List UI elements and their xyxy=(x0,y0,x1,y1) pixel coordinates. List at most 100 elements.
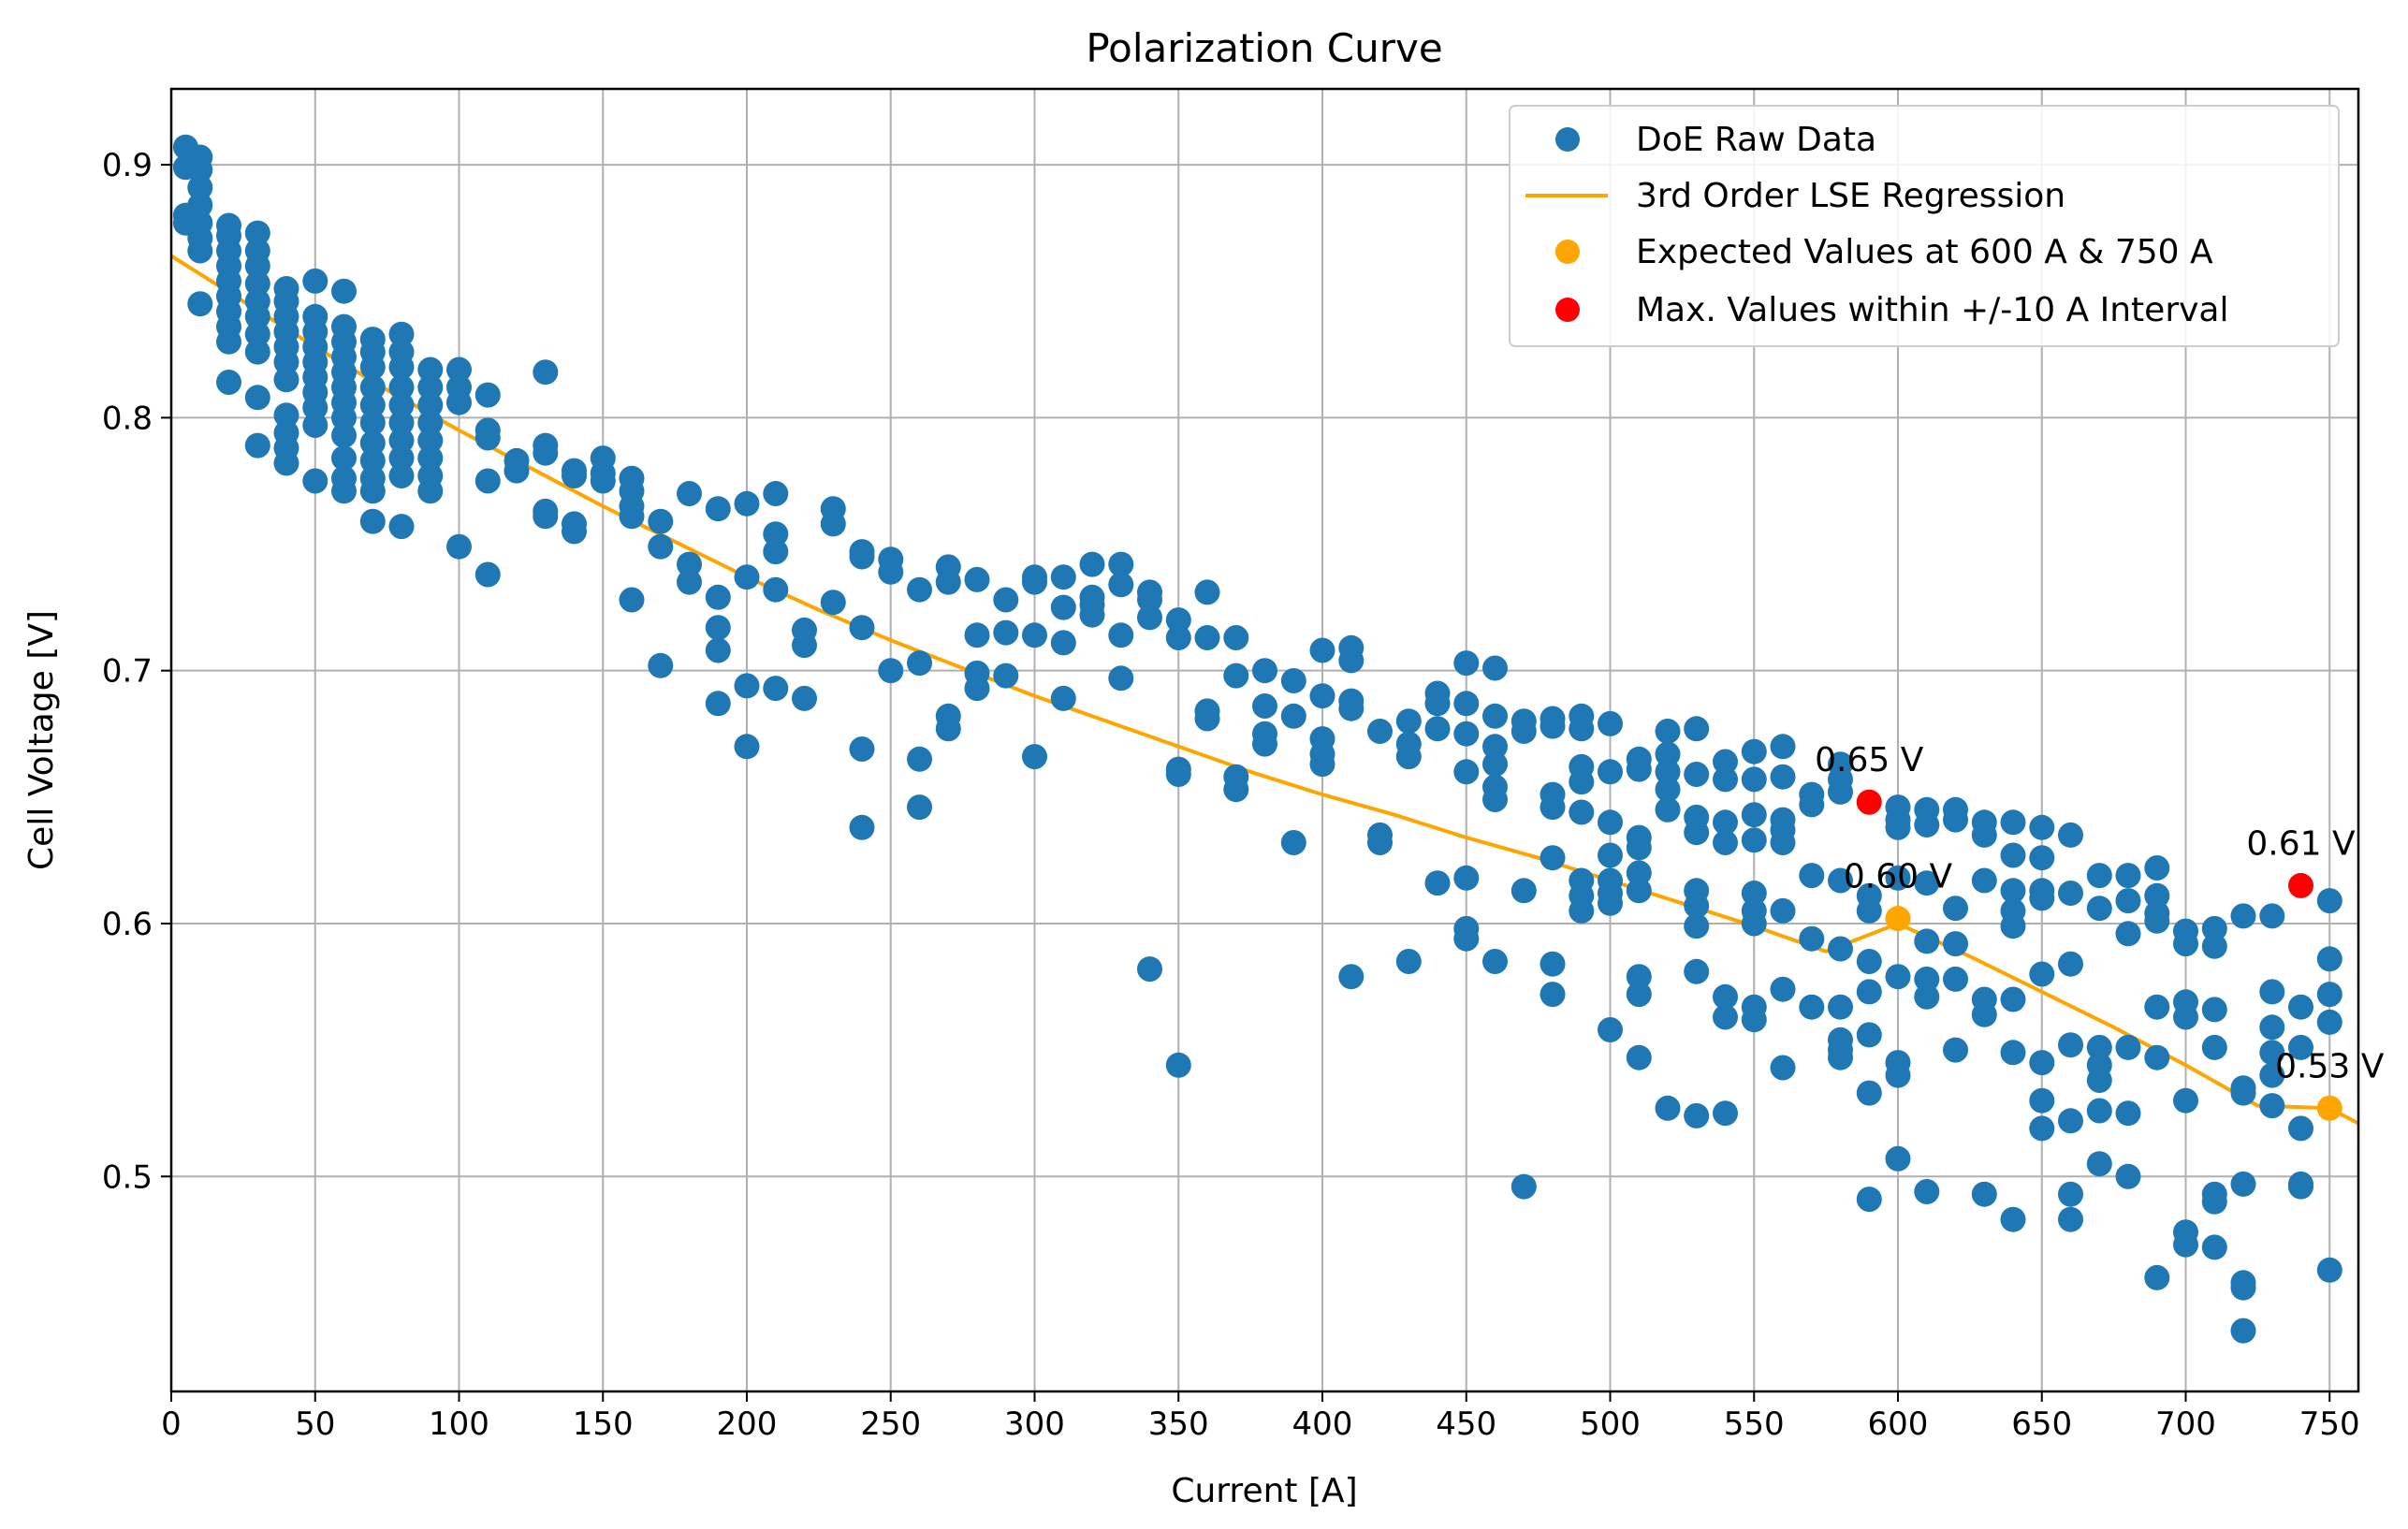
data-point xyxy=(1453,721,1480,747)
data-point xyxy=(1885,814,1911,840)
data-point xyxy=(216,370,241,395)
x-tick-label: 350 xyxy=(1148,1405,1209,1443)
data-point xyxy=(2029,814,2055,840)
data-point xyxy=(1626,860,1652,886)
y-tick-label: 0.5 xyxy=(102,1158,153,1196)
data-point xyxy=(1367,830,1393,855)
x-tick-label: 500 xyxy=(1580,1405,1641,1443)
data-point xyxy=(2201,1234,2227,1260)
data-point xyxy=(1194,706,1220,732)
data-point xyxy=(2000,1040,2026,1066)
data-point xyxy=(1770,1055,1796,1081)
regression-layer xyxy=(169,254,2359,1126)
data-point xyxy=(648,533,674,560)
data-point xyxy=(359,410,386,436)
data-point xyxy=(2000,986,2026,1012)
data-point xyxy=(1770,976,1796,1002)
data-point xyxy=(2144,994,2170,1020)
data-point xyxy=(244,303,270,329)
data-point xyxy=(417,357,444,383)
y-tick-label: 0.7 xyxy=(102,653,153,691)
data-point xyxy=(1482,787,1508,812)
data-point xyxy=(2173,1004,2198,1030)
data-point xyxy=(1569,716,1595,742)
data-point xyxy=(1050,630,1076,656)
data-point xyxy=(1510,1173,1537,1200)
x-axis-ticks: 0 50 100 150 200 250 300 350 400 450 500 550 600 650 7… xyxy=(161,1391,2360,1443)
data-point xyxy=(1856,979,1882,1005)
data-point xyxy=(2230,1171,2256,1197)
data-point xyxy=(2288,1115,2313,1142)
data-point xyxy=(331,478,357,504)
data-point xyxy=(388,463,415,488)
legend-marker-expected xyxy=(1555,240,1580,264)
max-value-point xyxy=(2288,872,2313,898)
data-point xyxy=(1280,703,1306,729)
data-point xyxy=(1050,685,1076,711)
data-point xyxy=(1713,749,1738,775)
data-point xyxy=(705,691,731,717)
data-point xyxy=(2316,888,2342,914)
data-point xyxy=(935,569,961,595)
data-point xyxy=(1828,936,1853,962)
data-point xyxy=(2316,1009,2342,1035)
data-point xyxy=(619,503,645,530)
data-point xyxy=(1626,756,1652,782)
data-point xyxy=(763,481,789,506)
data-point xyxy=(1713,830,1738,855)
data-point xyxy=(1741,1007,1767,1033)
data-point xyxy=(1367,719,1393,744)
data-point xyxy=(302,395,328,421)
data-point xyxy=(2259,1014,2285,1041)
data-point xyxy=(1598,842,1623,868)
data-point xyxy=(2173,1087,2198,1114)
data-point xyxy=(1510,878,1537,904)
data-point xyxy=(331,278,357,304)
y-tick-label: 0.9 xyxy=(102,147,153,184)
data-point xyxy=(792,685,817,711)
data-point xyxy=(2029,885,2055,911)
data-point xyxy=(417,410,444,436)
plot-frame xyxy=(169,87,2360,1393)
data-point xyxy=(1741,827,1767,853)
x-tick-label: 550 xyxy=(1724,1405,1785,1443)
data-point xyxy=(705,584,731,610)
data-point xyxy=(359,430,386,456)
data-point xyxy=(2000,1206,2026,1232)
data-point xyxy=(1424,870,1451,896)
data-point xyxy=(1655,759,1681,785)
data-point xyxy=(2316,946,2342,972)
data-point xyxy=(2086,1034,2112,1060)
legend: DoE Raw Data 3rd Order LSE Regression Ex… xyxy=(1509,105,2340,347)
data-point xyxy=(244,432,270,459)
data-point xyxy=(1770,734,1796,760)
data-point xyxy=(1713,983,1738,1010)
data-point xyxy=(503,458,530,484)
data-point xyxy=(2029,1050,2055,1076)
data-point xyxy=(446,389,472,415)
data-point xyxy=(244,270,270,297)
data-point xyxy=(1885,1145,1911,1172)
data-point xyxy=(417,374,444,400)
y-axis-label: Cell Voltage [V] xyxy=(22,610,61,870)
data-point xyxy=(849,736,875,762)
data-point xyxy=(1741,766,1767,793)
x-tick-label: 600 xyxy=(1868,1405,1929,1443)
expected-value-label: 0.60 V xyxy=(1844,858,1953,896)
data-point xyxy=(1856,949,1882,974)
x-tick-label: 250 xyxy=(860,1405,921,1443)
data-point xyxy=(677,551,702,577)
data-point xyxy=(562,463,587,488)
data-point xyxy=(763,539,789,565)
legend-box xyxy=(1509,105,2340,347)
data-point xyxy=(1108,551,1134,577)
data-point xyxy=(1655,719,1681,744)
data-point xyxy=(2086,1151,2112,1177)
data-point xyxy=(1828,994,1853,1020)
data-point xyxy=(849,814,875,840)
x-tick-label: 650 xyxy=(2011,1405,2072,1443)
data-point xyxy=(2115,921,2141,947)
data-point xyxy=(1713,1100,1738,1127)
data-point xyxy=(1050,594,1076,620)
data-point xyxy=(2115,1100,2141,1127)
